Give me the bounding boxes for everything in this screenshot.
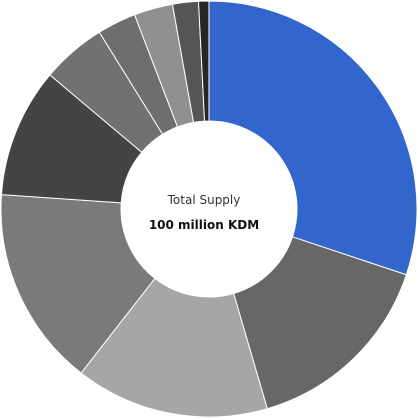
center-value: 100 million KDM — [149, 218, 259, 232]
center-hole — [121, 121, 297, 297]
center-title: Total Supply — [167, 193, 241, 207]
